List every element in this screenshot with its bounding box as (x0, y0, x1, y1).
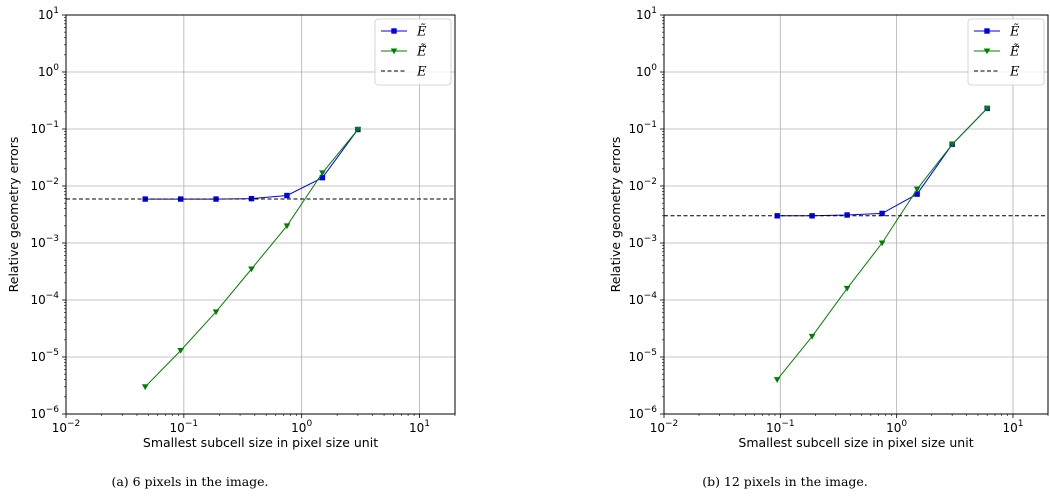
y-tick-label: 10−5 (30, 348, 59, 364)
y-tick-label: 10−3 (628, 234, 657, 250)
legend-marker-square (984, 28, 990, 34)
data-point-triangle (948, 141, 956, 148)
legend-label: Ẽ (1009, 24, 1020, 40)
chart-panel-a: 10−2 10−1 100 101 10−6 10−5 10−4 10−3 10−2 10−1 10… (6, 6, 456, 489)
data-point-square (809, 213, 815, 219)
legend-box (967, 18, 1045, 86)
y-tick-label: 10−6 (30, 405, 59, 421)
legend: Ẽ Ẽ̃ E (374, 18, 452, 86)
y-axis-label: Relative geometry errors (6, 137, 21, 293)
series-e-tilde-line (145, 129, 359, 200)
series-e-tilde-line (777, 108, 988, 217)
data-point-triangle (773, 377, 781, 383)
legend-label: Ẽ̃ (1009, 44, 1020, 60)
data-point-triangle (808, 333, 816, 340)
x-axis-label: Smallest subcell size in pixel size unit (143, 435, 378, 450)
y-tick-label: 10−1 (30, 120, 59, 136)
y-tick-label: 10−1 (628, 120, 657, 136)
x-tick-label: 101 (1002, 419, 1023, 435)
data-point-triangle (177, 348, 184, 354)
data-point-square (914, 191, 920, 197)
x-tick-label: 10−1 (170, 419, 199, 435)
data-point-triangle (913, 186, 921, 193)
data-point-square (177, 196, 184, 202)
legend-label: Ẽ̃ (416, 44, 427, 60)
legend-marker-triangle (390, 48, 398, 55)
x-tick-label: 100 (291, 419, 312, 435)
plot-frame (663, 14, 1049, 415)
plot-frame (65, 14, 456, 415)
data-point-triangle (354, 127, 362, 133)
series-e-double-tilde-line (144, 129, 359, 388)
figure-caption: (b) 12 pixels in the image. (702, 474, 868, 489)
y-tick-label: 10−5 (628, 348, 657, 364)
data-point-square (879, 210, 885, 217)
data-point-triangle (878, 240, 886, 247)
x-tick-label: 10−2 (52, 419, 81, 435)
data-point-square (284, 192, 290, 199)
legend-box (374, 18, 452, 86)
figure-caption: (a) 6 pixels in the image. (111, 474, 268, 489)
data-point-triangle (283, 223, 291, 230)
y-tick-label: 10−2 (628, 177, 657, 193)
data-point-triangle (843, 285, 851, 292)
data-point-triangle (141, 384, 149, 391)
y-axis-label: Relative geometry errors (608, 137, 623, 293)
x-tick-label: 10−1 (766, 419, 795, 435)
legend: Ẽ Ẽ̃ E (967, 18, 1045, 86)
y-tick-label: 101 (636, 6, 657, 22)
legend-marker-triangle (983, 48, 991, 55)
y-tick-label: 101 (38, 6, 59, 22)
y-tick-label: 10−3 (30, 234, 59, 250)
x-axis-label: Smallest subcell size in pixel size unit (738, 435, 973, 450)
data-point-triangle (212, 309, 220, 316)
legend-label: Ẽ (416, 24, 427, 40)
y-tick-label: 100 (636, 63, 657, 79)
legend-label: E (416, 65, 427, 80)
data-point-triangle (319, 170, 326, 177)
data-point-triangle (983, 105, 991, 112)
data-point-triangle (248, 266, 255, 273)
y-tick-label: 10−2 (30, 177, 59, 193)
x-tick-label: 101 (409, 419, 430, 435)
legend-marker-square (391, 28, 397, 34)
data-point-square (844, 212, 850, 218)
y-tick-label: 10−4 (628, 291, 657, 307)
data-point-square (319, 174, 326, 181)
chart-panel-b: 10−2 10−1 100 101 10−6 10−5 10−4 10−3 10−2 10−1 10… (608, 6, 1049, 489)
x-tick-label: 100 (886, 419, 907, 435)
y-tick-label: 10−4 (30, 291, 59, 307)
x-tick-label: 10−2 (650, 419, 679, 435)
legend-label: E (1009, 65, 1020, 80)
y-tick-label: 10−6 (628, 405, 657, 421)
y-tick-label: 100 (38, 63, 59, 79)
